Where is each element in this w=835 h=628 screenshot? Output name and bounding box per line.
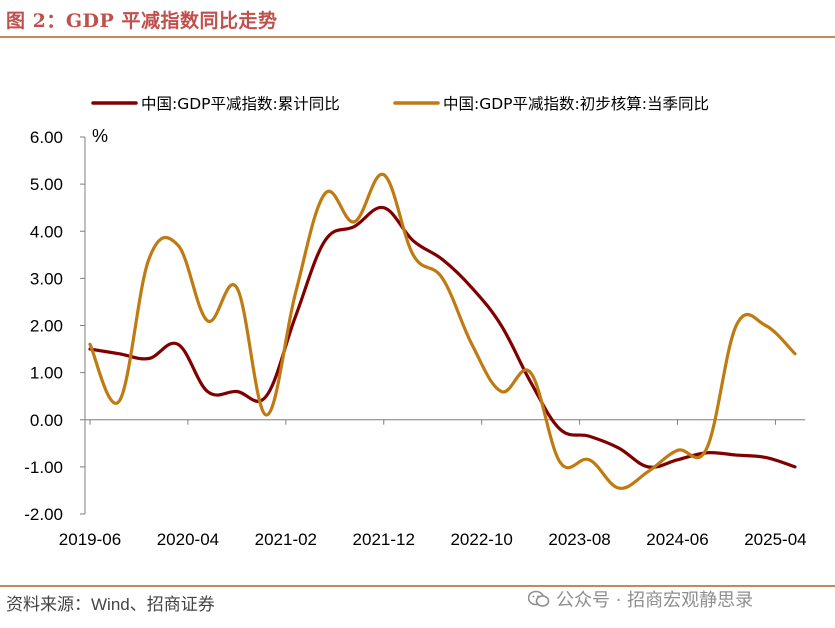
x-tick-label: 2025-04 xyxy=(744,530,806,549)
x-tick-label: 2021-12 xyxy=(353,530,415,549)
y-tick-label: 5.00 xyxy=(30,175,63,194)
source-note: 资料来源：Wind、招商证券 xyxy=(6,595,215,614)
chart-legend: 中国:GDP平减指数:累计同比 中国:GDP平减指数:初步核算:当季同比 xyxy=(91,94,709,113)
wechat-icon xyxy=(527,590,550,608)
x-axis: 2019-06 2020-04 2021-02 2021-12 2022-10 2023-… xyxy=(59,419,807,549)
watermark: 公众号 · 招商宏观静思录 xyxy=(527,586,754,612)
figure-title: 图 2：GDP 平减指数同比走势 xyxy=(6,10,278,32)
legend-label: 中国:GDP平减指数:初步核算:当季同比 xyxy=(443,94,709,113)
watermark-text: 公众号 · 招商宏观静思录 xyxy=(556,590,754,611)
y-tick-label: 0.00 xyxy=(30,411,63,430)
x-tick-label: 2023-08 xyxy=(548,530,610,549)
title-rule xyxy=(0,36,835,38)
x-tick-label: 2019-06 xyxy=(59,530,121,549)
footer-rule xyxy=(0,585,835,587)
x-tick-label: 2022-10 xyxy=(450,530,512,549)
series-quarterly-line xyxy=(88,173,797,490)
y-axis: 6.00 5.00 4.00 3.00 2.00 1.00 0.00 -1.00 -2.00 xyxy=(24,128,86,524)
x-tick-label: 2021-02 xyxy=(255,530,317,549)
series-cumulative-line xyxy=(88,205,797,469)
y-tick-label: 3.00 xyxy=(30,269,63,288)
y-tick-label: 6.00 xyxy=(30,128,63,147)
x-tick-label: 2024-06 xyxy=(646,530,708,549)
y-tick-label: 2.00 xyxy=(30,317,63,336)
y-tick-label: 4.00 xyxy=(30,222,63,241)
line-chart: 中国:GDP平减指数:累计同比 中国:GDP平减指数:初步核算:当季同比 % 6.… xyxy=(24,94,807,549)
y-tick-label: -2.00 xyxy=(24,505,63,524)
y-tick-label: -1.00 xyxy=(24,458,63,477)
series-lines xyxy=(88,173,797,490)
x-tick-label: 2020-04 xyxy=(157,530,219,549)
legend-label: 中国:GDP平减指数:累计同比 xyxy=(141,95,340,113)
y-tick-label: 1.00 xyxy=(30,364,63,383)
y-axis-unit: % xyxy=(92,126,108,146)
